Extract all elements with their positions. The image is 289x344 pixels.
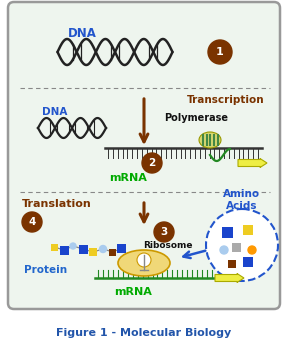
FancyArrow shape <box>238 159 267 168</box>
Circle shape <box>142 153 162 173</box>
Circle shape <box>22 212 42 232</box>
Text: mRNA: mRNA <box>109 173 147 183</box>
Text: 1: 1 <box>216 47 224 57</box>
Bar <box>243 257 253 267</box>
Text: Polymerase: Polymerase <box>164 113 228 123</box>
FancyBboxPatch shape <box>8 2 280 309</box>
Bar <box>51 244 58 250</box>
Circle shape <box>137 253 151 267</box>
Text: Amino
Acids: Amino Acids <box>223 189 261 211</box>
Bar <box>228 260 236 268</box>
Text: Ribosome: Ribosome <box>143 241 193 250</box>
Bar <box>89 248 97 256</box>
Circle shape <box>70 243 76 249</box>
Bar <box>60 246 68 255</box>
Text: Protein: Protein <box>25 265 68 275</box>
Circle shape <box>154 222 174 242</box>
Bar <box>110 248 116 256</box>
Circle shape <box>220 246 228 254</box>
Text: DNA: DNA <box>42 107 68 117</box>
Bar <box>223 226 234 237</box>
Text: 2: 2 <box>148 158 155 168</box>
FancyArrow shape <box>215 273 244 282</box>
Circle shape <box>248 246 256 254</box>
Text: 3: 3 <box>160 227 168 237</box>
Ellipse shape <box>118 250 170 276</box>
Text: Figure 1 - Molecular Biology: Figure 1 - Molecular Biology <box>56 328 231 338</box>
Text: mRNA: mRNA <box>114 287 152 297</box>
Circle shape <box>208 40 232 64</box>
Bar <box>79 245 88 254</box>
Text: 4: 4 <box>28 217 36 227</box>
Bar <box>118 244 127 252</box>
Circle shape <box>99 246 107 252</box>
Text: DNA: DNA <box>68 26 97 40</box>
Ellipse shape <box>199 132 221 148</box>
Bar <box>243 225 253 235</box>
Text: Translation: Translation <box>22 199 92 209</box>
Bar <box>232 243 242 251</box>
Text: Transcription: Transcription <box>187 95 265 105</box>
Circle shape <box>206 209 278 281</box>
